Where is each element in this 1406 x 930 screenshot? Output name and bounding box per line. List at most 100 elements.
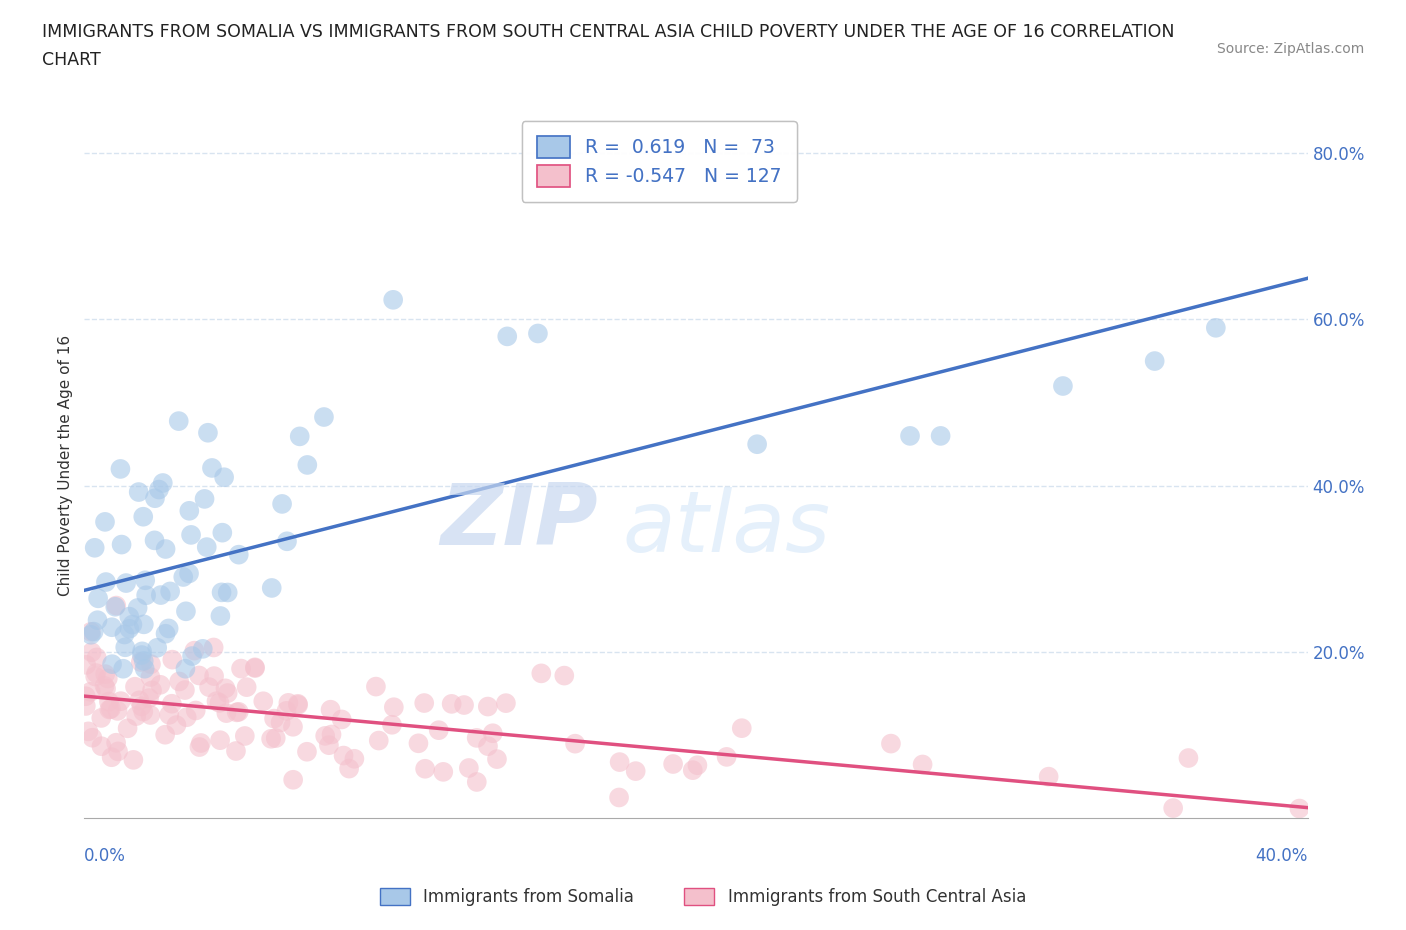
Point xyxy=(281,719,304,734)
Point xyxy=(112,627,135,642)
Point xyxy=(184,703,207,718)
Point xyxy=(564,737,586,751)
Point xyxy=(124,679,146,694)
Point xyxy=(312,409,335,424)
Point xyxy=(217,685,239,700)
Legend: R =  0.619   N =  73, R = -0.547   N = 127: R = 0.619 N = 73, R = -0.547 N = 127 xyxy=(522,121,797,202)
Point xyxy=(609,754,631,769)
Point xyxy=(75,698,97,713)
Point xyxy=(477,738,499,753)
Point xyxy=(105,736,128,751)
Point xyxy=(337,761,360,776)
Point xyxy=(191,642,214,657)
Point xyxy=(134,573,156,588)
Point xyxy=(283,772,305,787)
Point xyxy=(122,752,145,767)
Point xyxy=(214,681,236,696)
Point xyxy=(188,739,211,754)
Point xyxy=(97,671,120,685)
Point xyxy=(413,696,436,711)
Point xyxy=(382,292,405,307)
Point xyxy=(260,731,283,746)
Point xyxy=(149,588,172,603)
Point xyxy=(457,761,479,776)
Point xyxy=(215,706,238,721)
Point xyxy=(141,683,163,698)
Point xyxy=(1038,769,1060,784)
Point xyxy=(235,680,257,695)
Point xyxy=(332,748,354,763)
Point xyxy=(228,704,250,719)
Point xyxy=(382,699,405,714)
Point xyxy=(607,790,630,805)
Point xyxy=(127,601,149,616)
Point xyxy=(132,654,155,669)
Point xyxy=(121,618,143,632)
Point xyxy=(162,652,184,667)
Point xyxy=(143,533,166,548)
Point xyxy=(662,757,685,772)
Point xyxy=(131,698,153,713)
Point xyxy=(110,538,132,552)
Point xyxy=(343,751,366,766)
Point xyxy=(79,684,101,699)
Point xyxy=(263,711,285,726)
Point xyxy=(330,712,353,727)
Point xyxy=(364,679,387,694)
Point xyxy=(159,584,181,599)
Point xyxy=(94,575,117,590)
Point xyxy=(94,667,117,682)
Point xyxy=(134,661,156,676)
Point xyxy=(157,708,180,723)
Point xyxy=(117,721,139,736)
Point xyxy=(243,660,266,675)
Point xyxy=(287,698,309,712)
Point xyxy=(731,721,754,736)
Point xyxy=(128,693,150,708)
Point xyxy=(197,425,219,440)
Point xyxy=(100,750,122,764)
Point xyxy=(177,566,200,581)
Point xyxy=(90,738,112,753)
Point xyxy=(110,694,132,709)
Point xyxy=(201,460,224,475)
Point xyxy=(440,697,463,711)
Point xyxy=(264,731,287,746)
Point xyxy=(195,539,218,554)
Point xyxy=(1143,353,1166,368)
Point xyxy=(149,677,172,692)
Point xyxy=(318,737,340,752)
Point xyxy=(146,641,169,656)
Point xyxy=(1177,751,1199,765)
Point xyxy=(929,429,952,444)
Point xyxy=(682,763,704,777)
Point xyxy=(101,657,124,671)
Point xyxy=(202,669,225,684)
Point xyxy=(453,698,475,712)
Point xyxy=(131,647,153,662)
Point xyxy=(139,708,162,723)
Point xyxy=(181,648,204,663)
Point xyxy=(132,617,155,631)
Point xyxy=(1161,801,1184,816)
Point xyxy=(94,514,117,529)
Point xyxy=(225,705,247,720)
Point xyxy=(157,621,180,636)
Point xyxy=(84,669,107,684)
Point xyxy=(496,329,519,344)
Point xyxy=(495,696,517,711)
Point xyxy=(381,717,404,732)
Point xyxy=(260,580,283,595)
Point xyxy=(898,429,921,444)
Point xyxy=(84,666,107,681)
Point xyxy=(485,751,508,766)
Point xyxy=(202,640,225,655)
Point xyxy=(716,750,738,764)
Point xyxy=(319,702,342,717)
Point xyxy=(176,710,198,724)
Point xyxy=(165,718,187,733)
Point xyxy=(174,604,197,618)
Point xyxy=(80,644,103,659)
Point xyxy=(277,696,299,711)
Point xyxy=(174,661,197,676)
